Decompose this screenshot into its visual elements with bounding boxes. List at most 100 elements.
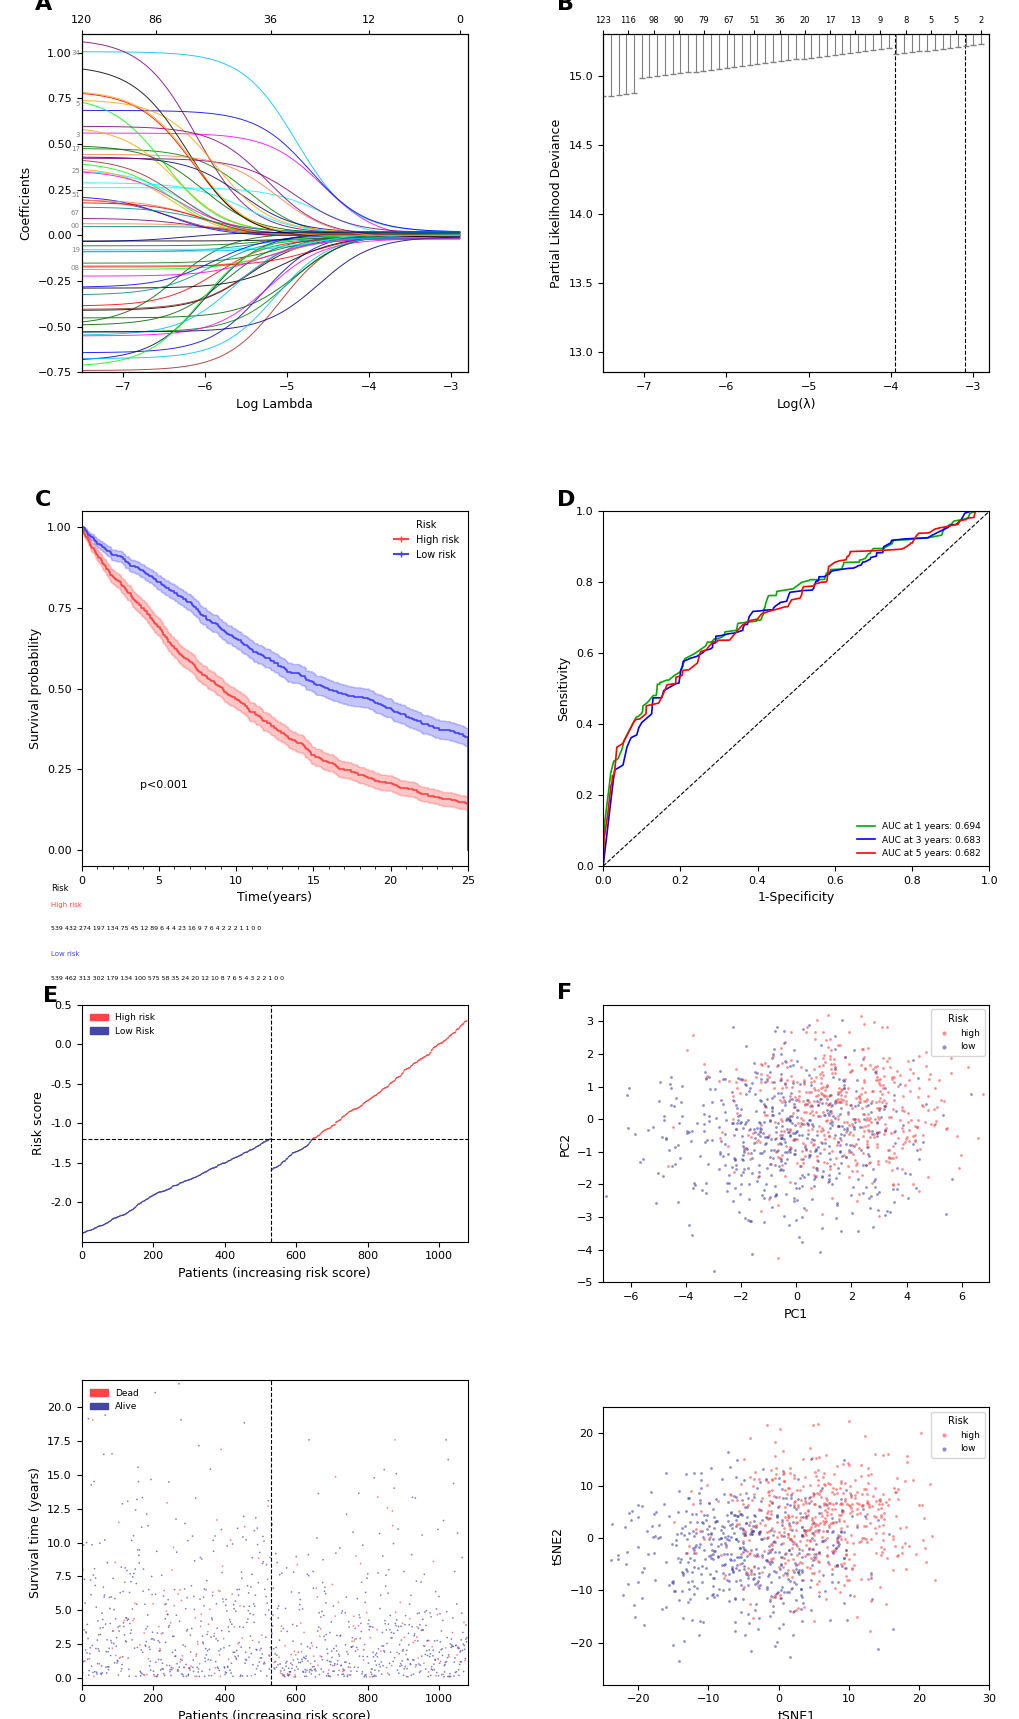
Point <box>449 1016 466 1043</box>
Point <box>309 1525 325 1552</box>
Point <box>374 1076 390 1104</box>
low <box>833 1496 849 1523</box>
Point <box>121 1198 138 1226</box>
Point <box>360 1086 376 1114</box>
high <box>794 1490 810 1518</box>
Point <box>411 1599 427 1626</box>
Point <box>262 1126 278 1153</box>
high <box>801 1526 817 1554</box>
Point <box>235 1140 252 1167</box>
high <box>858 1105 874 1133</box>
low <box>829 1523 846 1551</box>
Point <box>213 1150 229 1178</box>
Point <box>194 1160 210 1188</box>
low <box>802 1107 818 1135</box>
Point <box>273 1150 289 1178</box>
Point <box>266 1654 282 1681</box>
Point <box>144 1183 160 1210</box>
high <box>874 1506 891 1533</box>
Point <box>447 1018 464 1045</box>
Point <box>244 1136 260 1164</box>
low <box>704 1564 720 1592</box>
high <box>825 1150 842 1178</box>
Point <box>226 1643 243 1671</box>
high <box>884 1119 901 1147</box>
Point <box>174 1169 191 1196</box>
low <box>735 1556 751 1583</box>
Point <box>287 1544 304 1571</box>
Point <box>319 1635 335 1662</box>
high <box>876 1590 893 1618</box>
Point <box>210 1152 226 1179</box>
Point <box>320 1116 336 1143</box>
Point <box>175 1631 192 1659</box>
Point <box>128 1191 145 1219</box>
Point <box>278 1145 294 1172</box>
low <box>633 1559 649 1587</box>
Point <box>96 1583 112 1611</box>
Point <box>255 1650 271 1678</box>
low <box>691 1141 707 1169</box>
low <box>718 1540 735 1568</box>
high <box>789 1109 805 1136</box>
low <box>691 1530 707 1557</box>
Point <box>94 1212 110 1239</box>
Point <box>266 1153 282 1181</box>
low <box>763 1549 780 1576</box>
Point <box>310 1652 326 1679</box>
Point <box>395 1057 412 1085</box>
high <box>827 1535 844 1563</box>
Point <box>127 1496 144 1523</box>
Point <box>366 1662 382 1690</box>
high <box>806 1490 822 1518</box>
Point <box>216 1654 232 1681</box>
Point <box>451 1012 468 1040</box>
high <box>841 1480 857 1508</box>
Point <box>382 1638 398 1666</box>
high <box>823 1490 840 1518</box>
Point <box>343 1097 360 1124</box>
low <box>751 1571 767 1599</box>
high <box>697 1066 713 1093</box>
high <box>773 1049 790 1076</box>
Point <box>150 1179 166 1207</box>
high <box>858 1131 874 1159</box>
high <box>764 1583 781 1611</box>
Point <box>218 1585 234 1612</box>
Point <box>257 1650 273 1678</box>
high <box>855 1011 871 1038</box>
Point <box>236 1138 253 1165</box>
Point <box>290 1136 307 1164</box>
high <box>866 1054 882 1081</box>
high <box>683 1477 699 1504</box>
Point <box>343 1624 360 1652</box>
Point <box>195 1628 211 1655</box>
low <box>742 1207 758 1234</box>
low <box>672 1547 688 1575</box>
Point <box>353 1093 369 1121</box>
Point <box>189 1162 205 1190</box>
Point <box>236 1138 253 1165</box>
high <box>820 1123 837 1150</box>
Point <box>301 1129 317 1157</box>
Point <box>254 1129 270 1157</box>
Point <box>193 1600 209 1628</box>
high <box>692 1497 708 1525</box>
Point <box>274 1654 290 1681</box>
Point <box>107 1585 123 1612</box>
high <box>866 1514 882 1542</box>
low <box>730 1064 746 1092</box>
high <box>775 1069 792 1097</box>
Point <box>139 1661 155 1688</box>
low <box>944 1165 960 1193</box>
high <box>761 1585 777 1612</box>
low <box>706 1537 722 1564</box>
high <box>784 1067 800 1095</box>
Point <box>423 1604 439 1631</box>
Text: 08: 08 <box>71 265 79 272</box>
low <box>813 1475 829 1502</box>
low <box>808 1102 824 1129</box>
Point <box>240 1138 257 1165</box>
high <box>773 1152 790 1179</box>
low <box>727 1483 743 1511</box>
